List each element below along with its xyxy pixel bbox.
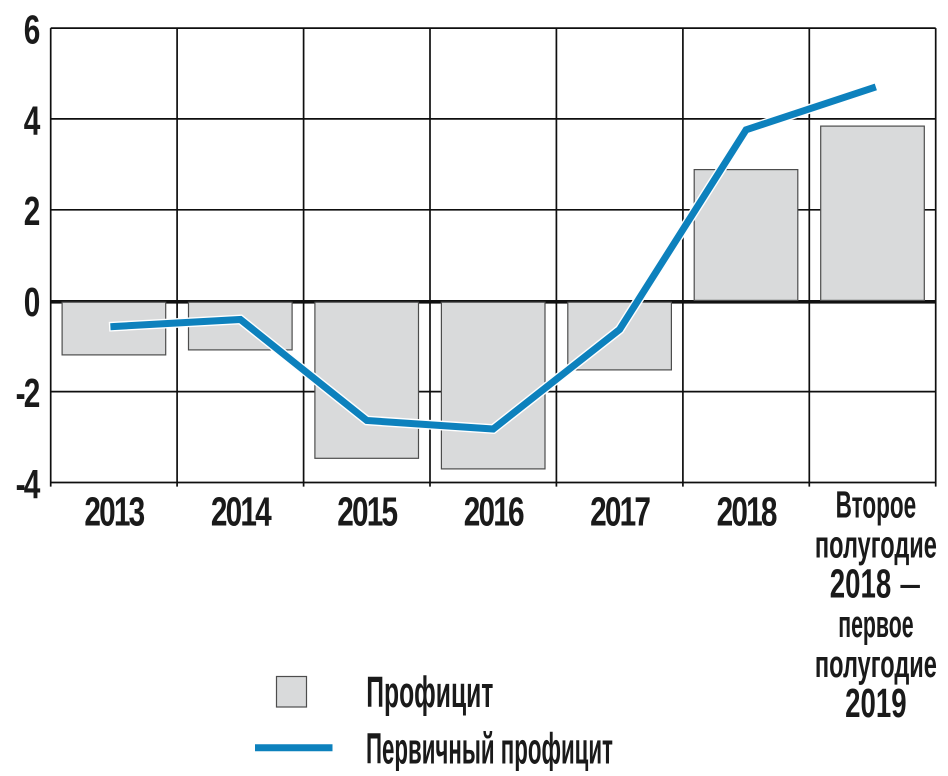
svg-text:2: 2 xyxy=(24,189,40,235)
svg-text:2013: 2013 xyxy=(84,489,144,535)
svg-text:2015: 2015 xyxy=(337,489,397,535)
svg-text:-2: -2 xyxy=(16,370,40,416)
svg-text:0: 0 xyxy=(24,279,40,325)
svg-text:-4: -4 xyxy=(16,461,41,507)
svg-text:6: 6 xyxy=(24,7,40,53)
svg-text:первое: первое xyxy=(838,603,913,646)
svg-text:Второе: Второе xyxy=(836,483,917,526)
svg-text:2019: 2019 xyxy=(845,682,906,726)
svg-text:2018: 2018 xyxy=(717,489,777,535)
svg-text:2016: 2016 xyxy=(464,489,524,535)
svg-text:2014: 2014 xyxy=(211,489,272,535)
svg-text:полугодие: полугодие xyxy=(815,642,937,685)
svg-text:полугодие: полугодие xyxy=(815,522,937,565)
svg-text:4: 4 xyxy=(24,98,41,144)
svg-text:Профицит: Профицит xyxy=(366,669,493,717)
svg-text:2017: 2017 xyxy=(590,489,650,535)
svg-text:Первичный профицит: Первичный профицит xyxy=(366,726,613,771)
svg-text:2018: 2018 xyxy=(830,562,891,606)
